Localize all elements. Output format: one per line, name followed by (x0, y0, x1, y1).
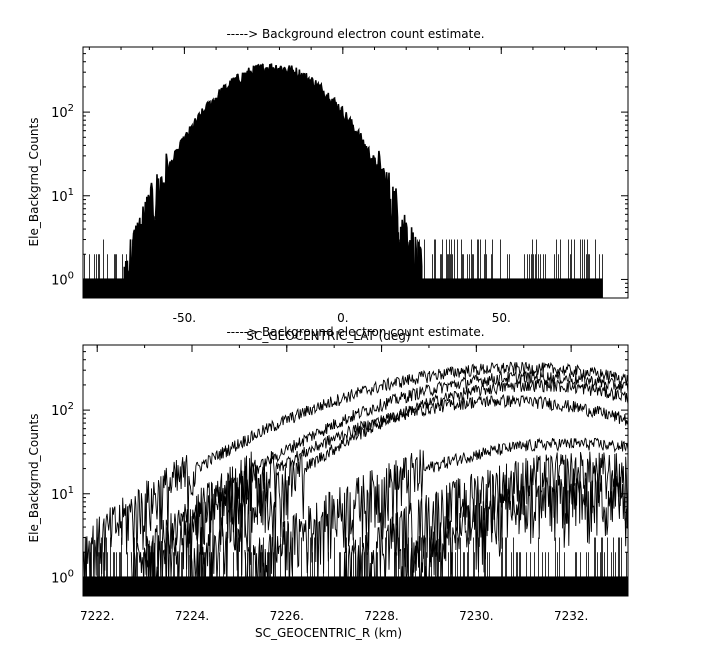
x-tick-label: 0. (337, 311, 348, 325)
y-tick-label: 100 (51, 270, 74, 288)
series-line (83, 361, 628, 596)
x-tick-label: 7228. (364, 609, 398, 623)
y-axis-label: Ele_Backgrnd_Counts (27, 414, 41, 543)
y-tick-label: 101 (51, 187, 74, 205)
series-line (141, 394, 628, 596)
series-line (233, 160, 320, 298)
chart-title: -----> Background electron count estimat… (226, 27, 484, 41)
series-line (139, 68, 412, 298)
noise-floor-band (83, 576, 628, 596)
x-tick-label: 7224. (175, 609, 209, 623)
series-line (399, 472, 628, 596)
plot-frame (82, 46, 629, 299)
x-tick-label: 50. (492, 311, 511, 325)
x-tick-label: 7226. (270, 609, 304, 623)
series-line (244, 437, 628, 596)
y-tick-label: 100 (51, 568, 74, 586)
series-line (342, 451, 628, 596)
chart-panel-1: -----> Background electron count estimat… (27, 27, 629, 343)
x-tick-label: 7222. (80, 609, 114, 623)
x-axis-label: SC_GEOCENTRIC_LAT (deg) (246, 329, 410, 343)
x-axis-label: SC_GEOCENTRIC_R (km) (255, 626, 402, 640)
y-tick-label: 101 (51, 485, 74, 503)
chart-panel-2: -----> Background electron count estimat… (27, 325, 629, 640)
x-tick-label: -50. (173, 311, 196, 325)
x-tick-label: 7232. (554, 609, 588, 623)
plot-area (83, 63, 603, 298)
y-tick-label: 102 (51, 103, 74, 121)
plot-frame (82, 344, 629, 597)
plot-area (83, 361, 628, 596)
x-tick-label: 7230. (459, 609, 493, 623)
y-tick-label: 102 (51, 401, 74, 419)
series-line (159, 75, 407, 298)
series-line (179, 99, 393, 298)
y-axis-label: Ele_Backgrnd_Counts (27, 118, 41, 247)
chart-title: -----> Background electron count estimat… (226, 325, 484, 339)
